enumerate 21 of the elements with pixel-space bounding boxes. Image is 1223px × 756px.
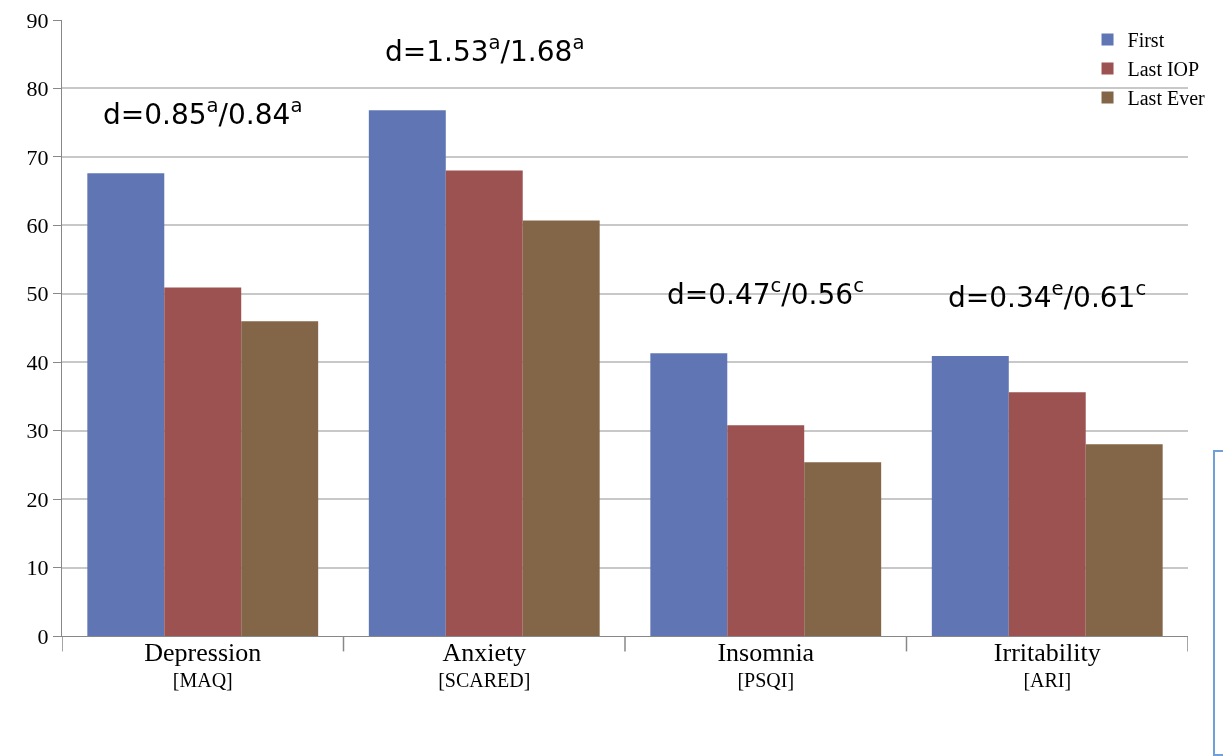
annotation: d=0.34$^{e}$/0.61$^{c}$ — [948, 277, 1147, 314]
y-tick-label: 40 — [26, 349, 49, 375]
legend-label: Last Ever — [1127, 87, 1206, 110]
x-tick-label: Depression [MAQ] — [144, 638, 262, 691]
x-tick-label: Anxiety [SCARED] — [438, 638, 531, 691]
annotation: d=0.85$^{a}$/0.84$^{a}$ — [103, 94, 303, 131]
annotation: d=0.47$^{c}$/0.56$^{c}$ — [667, 274, 864, 311]
annotation: d=1.53$^{a}$/1.68$^{a}$ — [385, 31, 585, 68]
legend-label: Last IOP — [1127, 58, 1200, 81]
y-tick-label: 70 — [26, 144, 49, 170]
x-tick-label: Irritability [ARI] — [993, 638, 1101, 691]
y-tick-label: 10 — [26, 555, 49, 581]
legend-label: First — [1127, 29, 1165, 52]
y-tick-label: 60 — [26, 213, 49, 239]
y-tick-label: 30 — [26, 418, 49, 444]
y-tick-label: 90 — [26, 7, 49, 33]
x-tick-label: Insomnia [PSQI] — [717, 638, 815, 691]
y-tick-label: 20 — [26, 486, 49, 512]
y-tick-label: 50 — [26, 281, 49, 307]
y-tick-label: 80 — [26, 76, 49, 102]
y-tick-label: 0 — [37, 623, 49, 649]
